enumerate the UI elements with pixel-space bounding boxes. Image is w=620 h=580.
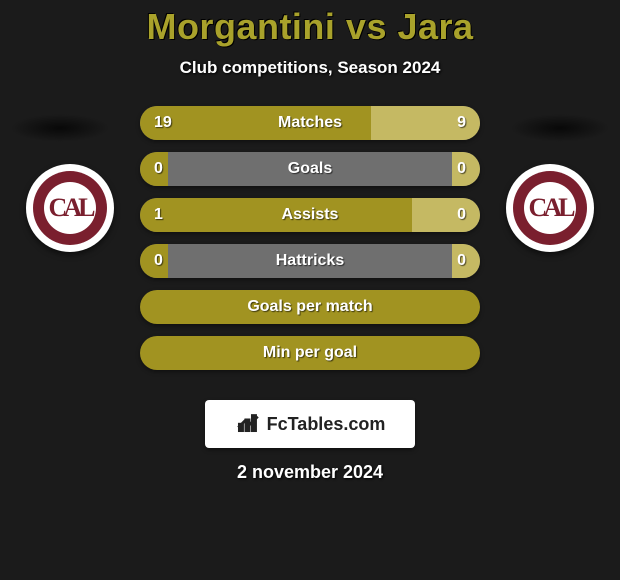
stat-left-value: 0 [140,244,168,278]
club-badge-left: CAL [26,164,114,252]
stat-label: Min per goal [140,336,480,370]
credit-badge: FcTables.com [205,400,415,448]
stat-right-value: 9 [371,106,480,140]
club-monogram-left: CAL [44,182,96,234]
stat-row-matches: 199Matches [140,106,480,140]
stat-left-value: 0 [140,152,168,186]
club-monogram-right: CAL [524,182,576,234]
chart-icon [235,409,261,440]
subtitle: Club competitions, Season 2024 [0,58,620,78]
stat-label: Hattricks [140,244,480,278]
stat-row-assists: 10Assists [140,198,480,232]
club-badge-ring-left: CAL [33,171,107,245]
stat-row-goals: 0 0Goals [140,152,480,186]
stat-right-value: 0 [452,244,480,278]
stat-left-value: 19 [140,106,371,140]
date-label: 2 november 2024 [0,462,620,483]
stat-right-value: 0 [452,152,480,186]
club-badge-right: CAL [506,164,594,252]
player-shadow-left [10,114,110,142]
player-shadow-right [510,114,610,142]
stat-row-goals-per-match: Goals per match [140,290,480,324]
stat-bars: 199Matches00Goals10Assists00HattricksGoa… [140,106,480,382]
stat-row-min-per-goal: Min per goal [140,336,480,370]
stat-left-value: 1 [140,198,412,232]
stat-right-value: 0 [412,198,480,232]
stat-row-hattricks: 0 0Hattricks [140,244,480,278]
stat-label: Goals per match [140,290,480,324]
credit-text: FcTables.com [267,414,386,435]
comparison-arena: CAL CAL 199Matches00Goals10Assists00Hatt… [0,106,620,394]
stat-label: Goals [140,152,480,186]
club-badge-ring-right: CAL [513,171,587,245]
page-title: Morgantini vs Jara [0,6,620,48]
